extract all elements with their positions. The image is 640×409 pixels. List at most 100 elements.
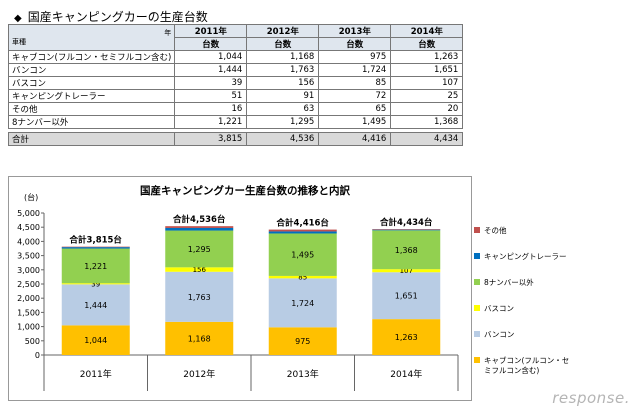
chart-frame [8, 176, 472, 401]
bar-segment [372, 230, 441, 270]
y-tick-label: 4,000 [17, 237, 40, 246]
bar-segment [268, 278, 337, 328]
y-tick-label: 2,500 [17, 280, 40, 289]
legend-swatch [474, 279, 480, 285]
bar-segment [61, 284, 130, 326]
data-label: 975 [295, 337, 310, 346]
table-total-row: 合計 3,815 4,536 4,416 4,434 [7, 132, 464, 146]
bar-segment [268, 233, 337, 276]
table-title: ◆ 国産キャンピングカーの生産台数 [14, 8, 208, 25]
total-value: 3,815 [174, 132, 248, 146]
corner-year-label: 年 [164, 28, 172, 37]
year-header: 2014年 [390, 24, 464, 38]
table-corner-cell: 年 車種 [7, 24, 176, 51]
y-axis-label: (台) [24, 192, 38, 202]
legend-label: バスコン [484, 304, 514, 313]
total-label: 合計4,536台 [172, 214, 226, 225]
year-header: 2013年 [318, 24, 392, 38]
y-tick-label: 1,500 [17, 308, 40, 317]
bar-segment [372, 269, 441, 273]
x-tick-label: 2011年 [80, 368, 112, 380]
y-tick-label: 5,000 [17, 209, 40, 218]
production-table: 年 車種 2011年 2012年 2013年 2014年 台数 台数 台数 台数… [7, 24, 464, 146]
data-label: 156 [193, 266, 207, 274]
bar-segment [268, 231, 337, 234]
table-header-units: 台数 台数 台数 台数 [9, 37, 464, 51]
legend-label: ミフルコン含む) [484, 365, 539, 375]
legend-swatch [474, 253, 480, 259]
unit-header: 台数 [246, 37, 320, 51]
bar-segment [165, 227, 234, 231]
legend-swatch [474, 305, 480, 311]
data-label: 1,295 [188, 245, 211, 254]
legend-label: バンコン [484, 330, 514, 339]
y-tick-label: 3,500 [17, 252, 40, 261]
x-tick-label: 2013年 [287, 368, 319, 380]
cell-value: 1,368 [390, 115, 464, 129]
bar-segment [165, 271, 234, 322]
data-label: 85 [298, 274, 307, 282]
chart-title: 国産キャンピングカー生産台数の推移と内訳 [140, 185, 350, 197]
y-tick-label: 1,000 [17, 323, 40, 332]
corner-type-label: 車種 [12, 37, 26, 46]
bullet-icon: ◆ [14, 13, 22, 24]
bar-segment [372, 272, 441, 320]
total-value: 4,434 [390, 132, 464, 146]
table-title-text: 国産キャンピングカーの生産台数 [27, 10, 208, 24]
x-tick-label: 2014年 [390, 368, 422, 380]
total-value: 4,416 [318, 132, 392, 146]
legend-label: キャンピングトレーラー [484, 251, 567, 261]
bar-segment [165, 267, 234, 272]
total-label: 合計4,434台 [379, 217, 433, 228]
bar-segment [61, 246, 130, 248]
bar-segment [165, 230, 234, 268]
bar-segment [268, 327, 337, 355]
x-tick-label: 2012年 [183, 368, 215, 380]
table-row: キャブコン(フルコン・セミフルコン含む) 1,044 1,168 975 1,2… [7, 50, 464, 64]
data-label: 1,763 [188, 293, 211, 302]
unit-header: 台数 [318, 37, 392, 51]
total-label: 合計3,815台 [69, 235, 123, 246]
y-tick-label: 0 [35, 351, 40, 360]
legend-label: その他 [484, 225, 507, 235]
data-label: 1,221 [84, 262, 107, 271]
bar-segment [372, 229, 441, 231]
data-label: 1,168 [188, 334, 211, 343]
y-tick-label: 500 [25, 337, 40, 346]
data-label: 1,724 [291, 299, 314, 308]
y-tick-label: 3,000 [17, 266, 40, 275]
legend-swatch [474, 357, 480, 363]
legend-label: 8ナンバー以外 [484, 277, 534, 287]
data-label: 39 [91, 280, 100, 288]
total-label: 合計 [7, 132, 176, 146]
bar-segment [372, 319, 441, 355]
bar-segment [268, 229, 337, 232]
legend-swatch [474, 227, 480, 233]
table-row: バンコン 1,444 1,763 1,724 1,651 [7, 63, 464, 77]
response-watermark: response. [552, 389, 630, 407]
bar-segment [61, 248, 130, 284]
data-label: 1,495 [291, 251, 314, 260]
data-label: 1,651 [395, 292, 418, 301]
table-row: キャンピングトレーラー 51 91 72 25 [7, 89, 464, 103]
legend-label: キャブコン(フルコン・セ [484, 355, 569, 365]
data-label: 1,263 [395, 333, 418, 342]
bar-segment [372, 229, 441, 230]
data-label: 1,368 [395, 246, 418, 255]
bar-segment [61, 247, 130, 249]
y-tick-label: 2,000 [17, 294, 40, 303]
y-tick-label: 4,500 [17, 223, 40, 232]
data-label: 1,044 [84, 336, 107, 345]
total-value: 4,536 [246, 132, 320, 146]
bar-segment [61, 283, 130, 285]
legend-swatch [474, 331, 480, 337]
data-label: 1,444 [84, 301, 107, 310]
data-label: 107 [400, 267, 413, 275]
table-row: その他 16 63 65 20 [7, 102, 464, 116]
total-label: 合計4,416台 [276, 218, 330, 229]
bar-segment [165, 321, 234, 355]
bar-segment [268, 275, 337, 279]
bar-segment [165, 226, 234, 228]
bar-segment [61, 325, 130, 355]
